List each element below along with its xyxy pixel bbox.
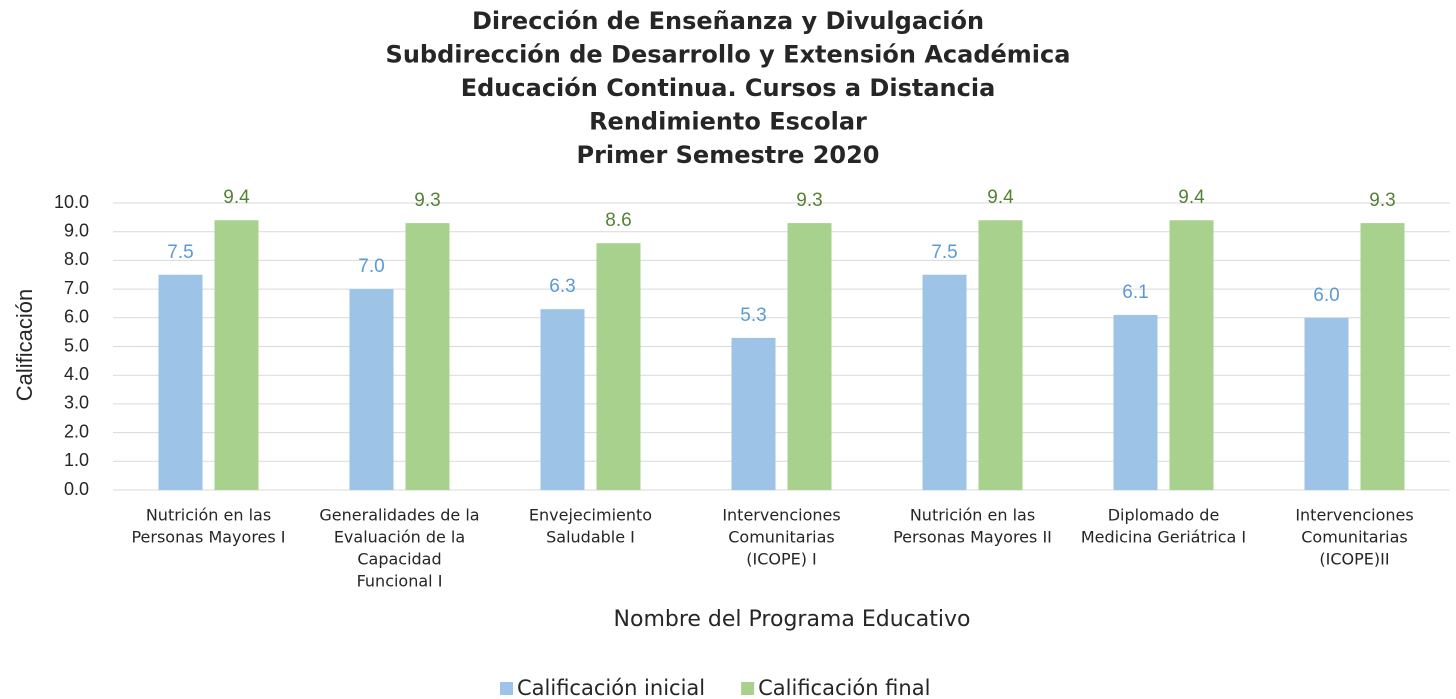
bar	[1304, 317, 1349, 490]
chart-title: Dirección de Enseñanza y Divulgación	[472, 7, 984, 35]
data-label: 7.5	[167, 242, 193, 263]
y-tick-label: 10.0	[54, 192, 89, 212]
data-label: 7.0	[358, 256, 384, 277]
bar	[1360, 223, 1405, 490]
data-label: 9.3	[796, 190, 822, 211]
bar	[540, 309, 585, 490]
x-tick-label: Saludable I	[546, 528, 635, 547]
legend-label: Calificación inicial	[517, 676, 705, 699]
x-tick-label: Diplomado de	[1108, 506, 1220, 525]
x-tick-label: Funcional I	[357, 572, 443, 591]
bar	[978, 220, 1023, 490]
chart-title: Subdirección de Desarrollo y Extensión A…	[386, 41, 1071, 69]
data-label: 9.4	[987, 187, 1014, 208]
x-tick-label: Intervenciones	[1295, 506, 1413, 525]
bar	[596, 243, 641, 490]
x-tick-label: Nutrición en las	[146, 506, 271, 525]
data-label: 6.0	[1313, 285, 1339, 306]
data-label: 5.3	[740, 305, 766, 326]
data-label: 8.6	[605, 210, 631, 231]
y-tick-label: 8.0	[64, 249, 89, 269]
data-label: 9.4	[223, 187, 250, 208]
data-label: 9.3	[1369, 190, 1395, 211]
y-tick-label: 0.0	[64, 479, 89, 499]
x-tick-label: (ICOPE)II	[1319, 550, 1389, 569]
y-tick-label: 3.0	[64, 393, 89, 413]
y-tick-label: 1.0	[64, 450, 89, 470]
y-tick-label: 5.0	[64, 335, 89, 355]
data-label: 9.4	[1178, 187, 1205, 208]
x-tick-label: Personas Mayores II	[893, 528, 1052, 547]
data-label: 7.5	[931, 242, 957, 263]
data-label: 9.3	[414, 190, 440, 211]
x-tick-label: Envejecimiento	[529, 506, 652, 525]
x-tick-label: Generalidades de la	[319, 506, 479, 525]
x-tick-label: Evaluación de la	[334, 528, 465, 547]
data-label: 6.1	[1122, 282, 1148, 303]
bar	[922, 274, 967, 490]
bar	[405, 223, 450, 490]
chart-title: Primer Semestre 2020	[577, 141, 880, 169]
x-tick-label: Medicina Geriátrica I	[1081, 528, 1246, 547]
chart-title: Educación Continua. Cursos a Distancia	[461, 74, 996, 102]
bar	[214, 220, 259, 490]
chart-title: Rendimiento Escolar	[589, 108, 867, 136]
y-tick-label: 6.0	[64, 307, 89, 327]
y-tick-label: 4.0	[64, 364, 89, 384]
x-tick-label: Nutrición en las	[910, 506, 1035, 525]
y-tick-label: 2.0	[64, 421, 89, 441]
x-axis-label: Nombre del Programa Educativo	[614, 607, 971, 632]
y-tick-label: 7.0	[64, 278, 89, 298]
bar	[1169, 220, 1214, 490]
y-tick-label: 9.0	[64, 220, 89, 240]
y-axis-label: Calificación	[12, 289, 37, 402]
bar	[731, 337, 776, 490]
bar	[349, 289, 394, 490]
legend-swatch	[500, 682, 513, 695]
legend-label: Calificación final	[758, 676, 930, 699]
x-tick-label: Intervenciones	[722, 506, 840, 525]
x-tick-label: Capacidad	[357, 550, 441, 569]
bar	[787, 223, 832, 490]
x-tick-label: Comunitarias	[1301, 528, 1408, 547]
bar	[1113, 314, 1158, 490]
x-tick-label: (ICOPE) I	[746, 550, 817, 569]
data-label: 6.3	[549, 276, 575, 297]
x-tick-label: Personas Mayores I	[131, 528, 285, 547]
x-tick-label: Comunitarias	[728, 528, 835, 547]
legend-swatch	[741, 682, 755, 695]
bar	[158, 274, 203, 490]
